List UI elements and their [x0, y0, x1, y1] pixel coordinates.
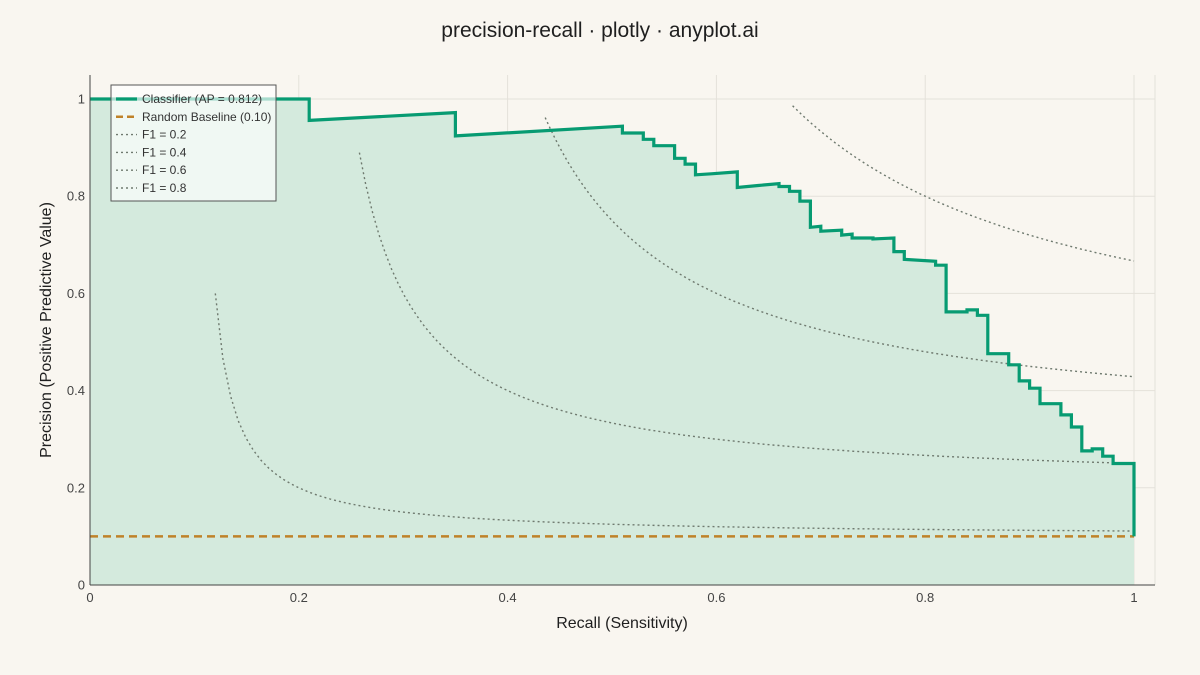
legend-label: Random Baseline (0.10)	[142, 110, 271, 124]
iso-f1-curve-0-6	[544, 117, 1135, 378]
legend: Classifier (AP = 0.812) Random Baseline (…	[110, 84, 277, 202]
y-tick-label: 0	[78, 578, 85, 593]
legend-box	[110, 84, 277, 202]
x-tick-label: 1	[1130, 590, 1137, 605]
legend-label: F1 = 0.8	[142, 181, 187, 195]
x-tick-label: 0.6	[707, 590, 725, 605]
tick-labels: 0 0.2 0.4 0.6 0.8 1 0 0.2 0.4 0.6 0.8 1	[67, 92, 1138, 606]
iso-f1-curve-0-2	[214, 293, 1134, 532]
iso-f1-curve-0-4	[358, 152, 1135, 465]
y-axis-title: Precision (Positive Predictive Value)	[38, 202, 55, 458]
legend-label: F1 = 0.2	[142, 128, 187, 142]
y-tick-label: 0.8	[67, 189, 85, 204]
classifier-curve	[90, 97, 1136, 537]
x-tick-label: 0.2	[290, 590, 308, 605]
legend-label: Classifier (AP = 0.812)	[142, 92, 262, 106]
chart-title: precision-recall · plotly · anyplot.ai	[441, 19, 758, 42]
x-axis-title: Recall (Sensitivity)	[556, 615, 688, 632]
y-tick-label: 0.6	[67, 286, 85, 301]
legend-label: F1 = 0.4	[142, 145, 187, 159]
legend-items: Classifier (AP = 0.812) Random Baseline (…	[116, 92, 271, 195]
legend-label: F1 = 0.6	[142, 163, 187, 177]
y-tick-label: 1	[78, 92, 85, 107]
classifier-area	[90, 99, 1134, 585]
y-tick-label: 0.4	[67, 383, 85, 398]
axes	[89, 75, 1155, 586]
plot-area	[90, 97, 1136, 585]
y-tick-label: 0.2	[67, 480, 85, 495]
x-tick-label: 0.8	[916, 590, 934, 605]
x-tick-label: 0	[86, 590, 93, 605]
x-tick-label: 0.4	[499, 590, 517, 605]
